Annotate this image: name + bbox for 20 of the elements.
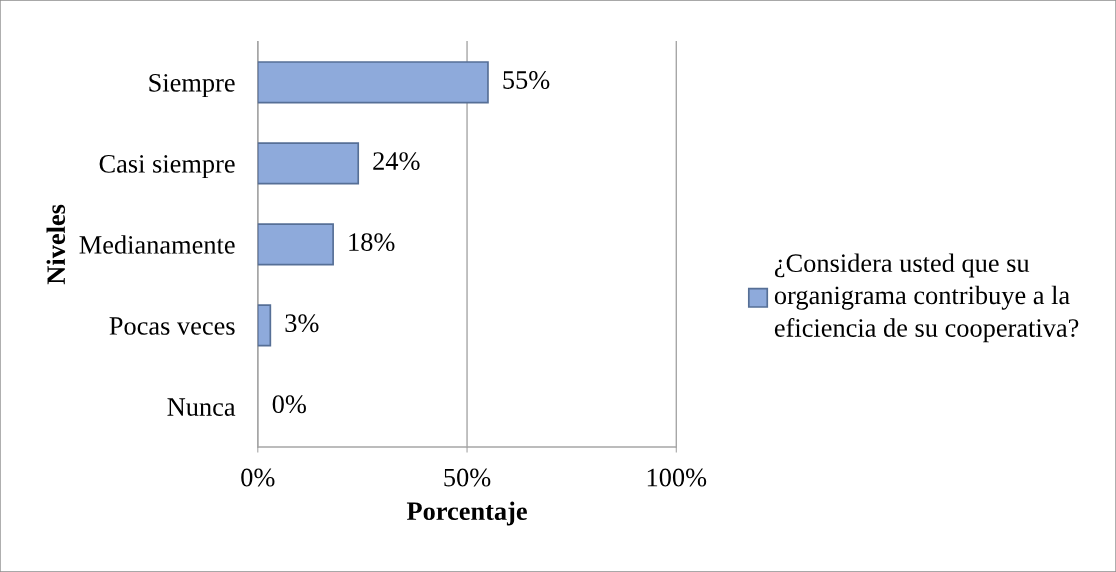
data-label: 24% <box>373 152 420 171</box>
y-tick-label: Casi siempre <box>99 155 235 179</box>
data-label: 55% <box>503 71 550 89</box>
y-tick-label: Nunca <box>167 398 236 416</box>
y-tick-label: Siempre <box>149 73 235 98</box>
y-tick-label: Medianamente <box>79 235 235 254</box>
bar <box>257 61 489 104</box>
bar <box>257 142 360 185</box>
x-tick-label: 0% <box>241 468 275 487</box>
x-axis-title: Porcentaje <box>406 501 527 526</box>
y-axis-title: Niveles <box>46 204 66 285</box>
legend-label: ¿Considera usted que su organigrama contribuye a la eficiencia de su cooperativa? <box>774 253 1079 343</box>
bar <box>257 304 272 347</box>
data-label: 18% <box>349 233 395 252</box>
bar <box>257 223 334 266</box>
x-tick-label: 50% <box>444 468 491 487</box>
data-label: 3% <box>285 314 319 333</box>
x-tick-label: 100% <box>647 468 707 487</box>
data-label: 0% <box>272 395 306 414</box>
y-tick-label: Pocas veces <box>109 317 235 335</box>
